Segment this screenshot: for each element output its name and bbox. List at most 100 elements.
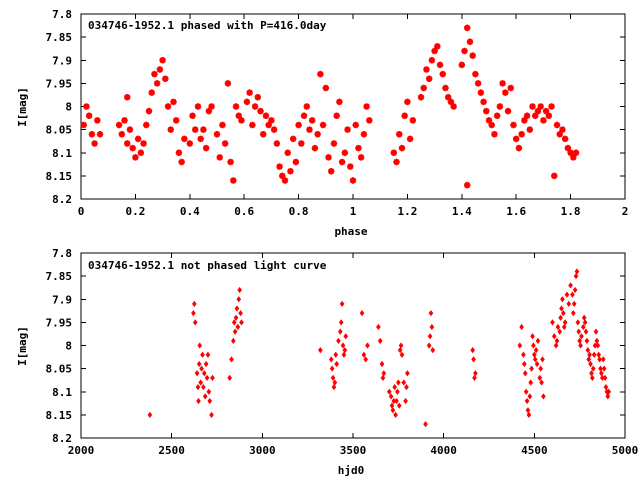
data-point [598,365,603,372]
data-point [551,333,557,340]
data-point [189,112,196,119]
data-point [175,149,183,156]
data-point [439,70,446,78]
data-point [568,282,573,289]
data-point [192,300,197,307]
data-point [523,112,531,119]
data-point [381,370,387,377]
data-point [137,149,145,156]
data-point [207,397,213,405]
data-point [397,347,403,354]
data-point [239,319,244,326]
data-point [363,356,369,363]
data-point [376,323,381,331]
y-tick-label: 8.1 [52,386,72,399]
data-point [233,314,239,321]
data-point [246,89,253,96]
data-point [83,103,90,110]
data-point [409,117,417,124]
data-point [493,112,501,119]
y-axis-label: I[mag] [16,87,29,127]
data-point [94,117,101,124]
data-point [551,172,558,180]
data-point [485,117,493,124]
y-tick-label: 7.85 [46,31,73,44]
data-point [295,121,302,129]
data-point [396,131,403,138]
data-point [434,43,441,50]
data-point [331,384,337,391]
data-point [535,337,541,344]
data-point [496,103,504,110]
data-point [205,107,213,115]
data-point [596,351,602,358]
data-point [394,397,399,405]
data-point [191,310,196,317]
data-point [336,337,341,344]
data-point [340,342,346,349]
data-point [300,112,308,119]
data-point [306,126,313,133]
data-point [428,57,436,64]
data-point [529,103,536,110]
data-point [173,117,180,124]
data-point [579,333,584,340]
data-point [572,286,578,294]
data-point [586,356,592,363]
data-point [559,305,564,312]
data-point [80,121,87,129]
data-point [151,70,158,78]
x-tick-label: 1.2 [397,205,417,218]
data-point [581,314,587,321]
data-point [210,374,215,381]
x-tick-label: 0.4 [180,205,200,218]
data-point [129,144,136,152]
data-point [559,126,566,133]
data-point [594,337,600,344]
data-point [575,319,581,326]
data-point [427,333,433,340]
data-point [562,319,568,326]
data-point [355,144,362,152]
y-tick-label: 8 [65,101,72,114]
data-point [429,323,435,331]
data-point [359,310,365,317]
data-point [398,144,406,152]
data-point [132,154,139,161]
data-point [200,126,207,133]
data-point [281,177,289,184]
axis-ticks: 2000 2500 3000 3500 4000 4500 5000 7.8 7.85 7.9 7.… [46,247,639,457]
data-point [557,328,563,335]
data-point [194,103,202,110]
data-point [507,84,514,92]
data-point [332,379,338,386]
x-tick-label: 2 [622,205,629,218]
data-point [334,360,340,368]
data-point [589,370,594,377]
data-point [232,103,240,110]
data-point [237,286,242,294]
data-point [389,402,395,409]
data-point [284,149,291,156]
data-point [317,70,324,78]
data-point [319,121,327,129]
data-point [145,107,153,115]
data-point [328,168,335,175]
data-point [518,131,525,138]
data-point [186,140,193,147]
data-point [561,323,567,331]
data-point [521,351,526,358]
x-axis-label: hjd0 [338,464,365,477]
data-point [209,411,214,418]
data-point [539,379,544,386]
data-point [561,135,569,143]
data-point [221,140,229,147]
data-point [510,121,517,129]
data-point [393,158,400,166]
data-point [540,356,545,363]
data-point [328,356,334,363]
data-point [147,411,153,418]
data-point [425,75,433,82]
data-point [401,379,407,386]
data-point [538,365,544,372]
